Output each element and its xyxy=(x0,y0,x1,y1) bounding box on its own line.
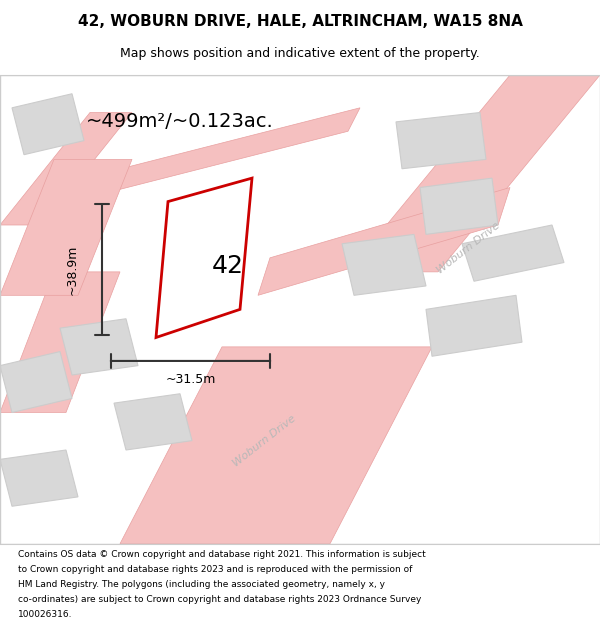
Polygon shape xyxy=(396,112,486,169)
Text: 42: 42 xyxy=(212,254,244,278)
Text: Contains OS data © Crown copyright and database right 2021. This information is : Contains OS data © Crown copyright and d… xyxy=(18,550,426,559)
Text: ~38.9m: ~38.9m xyxy=(65,244,79,295)
Text: Woburn Drive: Woburn Drive xyxy=(434,221,502,276)
Polygon shape xyxy=(114,394,192,450)
Polygon shape xyxy=(60,319,138,375)
Polygon shape xyxy=(348,75,600,272)
Text: HM Land Registry. The polygons (including the associated geometry, namely x, y: HM Land Registry. The polygons (includin… xyxy=(18,580,385,589)
Polygon shape xyxy=(0,351,72,413)
Text: ~31.5m: ~31.5m xyxy=(166,373,215,386)
Polygon shape xyxy=(0,272,120,412)
Polygon shape xyxy=(0,112,132,225)
Text: ~499m²/~0.123ac.: ~499m²/~0.123ac. xyxy=(86,112,274,131)
Polygon shape xyxy=(0,450,78,506)
Polygon shape xyxy=(156,178,252,338)
Polygon shape xyxy=(426,295,522,356)
Polygon shape xyxy=(462,225,564,281)
Polygon shape xyxy=(72,107,360,201)
Text: to Crown copyright and database rights 2023 and is reproduced with the permissio: to Crown copyright and database rights 2… xyxy=(18,565,412,574)
Polygon shape xyxy=(120,347,432,544)
Text: co-ordinates) are subject to Crown copyright and database rights 2023 Ordnance S: co-ordinates) are subject to Crown copyr… xyxy=(18,596,421,604)
Polygon shape xyxy=(420,178,498,234)
Text: 42, WOBURN DRIVE, HALE, ALTRINCHAM, WA15 8NA: 42, WOBURN DRIVE, HALE, ALTRINCHAM, WA15… xyxy=(77,14,523,29)
Text: 100026316.: 100026316. xyxy=(18,611,73,619)
Polygon shape xyxy=(342,234,426,295)
Text: Woburn Drive: Woburn Drive xyxy=(230,413,298,468)
Polygon shape xyxy=(0,159,132,295)
Polygon shape xyxy=(258,188,510,295)
Polygon shape xyxy=(12,94,84,154)
Text: Map shows position and indicative extent of the property.: Map shows position and indicative extent… xyxy=(120,48,480,61)
